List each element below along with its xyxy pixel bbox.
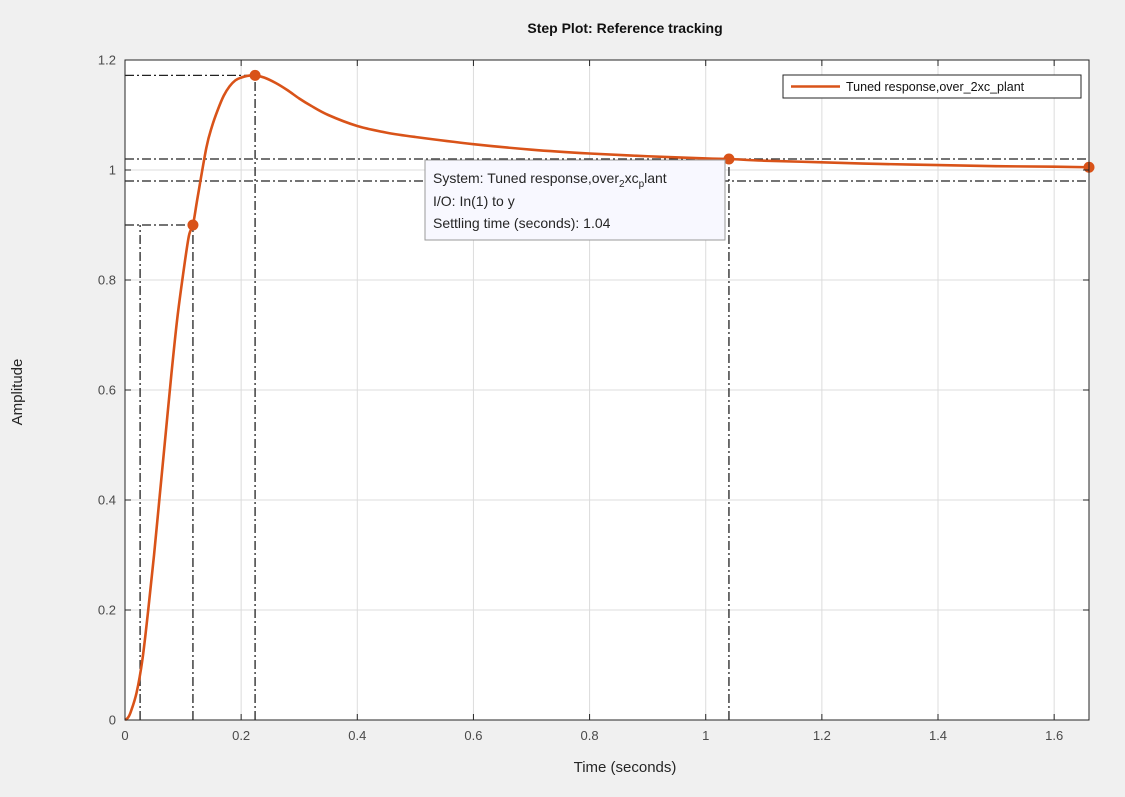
y-tick-label: 0 xyxy=(109,713,116,728)
x-tick-label: 1.6 xyxy=(1045,728,1063,743)
y-tick-label: 1 xyxy=(109,163,116,178)
axis-ticks: 0 0.2 0.4 0.6 0.8 1 1.2 1.4 1.6 0 0.2 0.4 0.6 0.8 1 1.2 xyxy=(98,53,1089,743)
x-tick-label: 0.4 xyxy=(348,728,366,743)
settling-time-marker[interactable] xyxy=(723,153,735,165)
legend-entry-label: Tuned response,over_2xc_plant xyxy=(846,80,1025,94)
y-axis-label: Amplitude xyxy=(9,359,26,426)
datatip[interactable]: System: Tuned response,over2xcplant I/O:… xyxy=(424,159,726,241)
y-tick-label: 0.8 xyxy=(98,273,116,288)
datatip-line-1: System: Tuned response,over2xcplant xyxy=(433,170,667,190)
legend-box xyxy=(782,74,1082,99)
x-tick-label: 1.2 xyxy=(813,728,831,743)
x-tick-label: 1 xyxy=(702,728,709,743)
y-tick-label: 0.4 xyxy=(98,493,116,508)
x-tick-label: 0.8 xyxy=(581,728,599,743)
y-tick-label: 1.2 xyxy=(98,53,116,68)
x-tick-label: 1.4 xyxy=(929,728,947,743)
x-tick-label: 0 xyxy=(121,728,128,743)
legend[interactable]: Tuned response,over_2xc_plant xyxy=(782,74,1082,99)
x-axis-label: Time (seconds) xyxy=(574,759,677,776)
peak-response-marker[interactable] xyxy=(249,69,261,81)
datatip-box xyxy=(424,159,726,241)
y-tick-label: 0.2 xyxy=(98,603,116,618)
characteristic-markers xyxy=(187,69,1095,231)
y-tick-label: 0.6 xyxy=(98,383,116,398)
x-tick-label: 0.6 xyxy=(464,728,482,743)
datatip-line-2: I/O: In(1) to y xyxy=(433,193,515,209)
x-tick-label: 0.2 xyxy=(232,728,250,743)
datatip-line-3: Settling time (seconds): 1.04 xyxy=(433,215,611,231)
rise-time-marker[interactable] xyxy=(187,219,199,231)
chart-title: Step Plot: Reference tracking xyxy=(527,20,722,36)
